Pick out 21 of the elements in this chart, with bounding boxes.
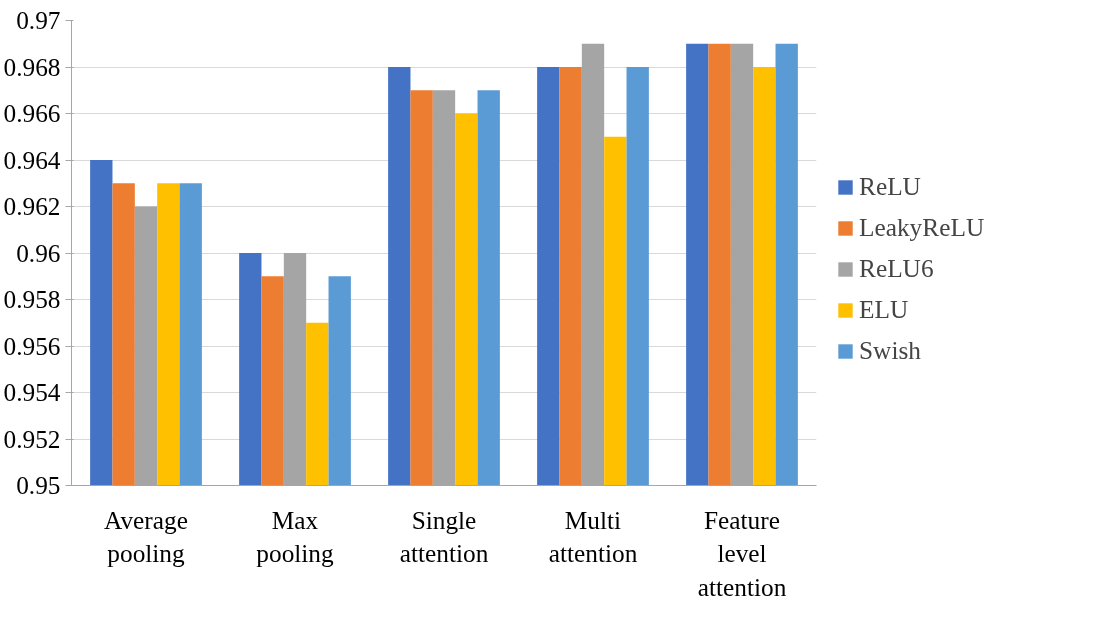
x-tick-label: Average pooling [104, 505, 188, 568]
legend-label: LeakyReLU [859, 213, 985, 242]
legend-label: Swish [859, 336, 921, 365]
y-tick-label: 0.962 [3, 192, 61, 220]
y-tick-label: 0.966 [3, 99, 61, 127]
legend-label: ReLU [859, 172, 921, 201]
y-tick-label: 0.956 [3, 331, 61, 360]
y-tick-label: 0.958 [3, 285, 61, 313]
x-tick-label: Multi attention [548, 505, 638, 568]
y-tick-label: 0.97 [16, 6, 61, 34]
y-tick-label: 0.954 [3, 378, 61, 406]
y-tick-label: 0.95 [16, 471, 61, 499]
y-tick-label: 0.96 [16, 238, 61, 267]
legend-label: ReLU6 [859, 254, 934, 283]
x-tick-label: Feature level attention [697, 505, 787, 601]
x-tick-label: Single attention [399, 505, 489, 568]
y-tick-label: 0.968 [3, 52, 61, 81]
x-tick-label: Max pooling [256, 505, 335, 568]
legend-label: ELU [859, 295, 909, 324]
y-tick-label: 0.964 [3, 145, 61, 174]
y-tick-label: 0.952 [3, 424, 61, 453]
